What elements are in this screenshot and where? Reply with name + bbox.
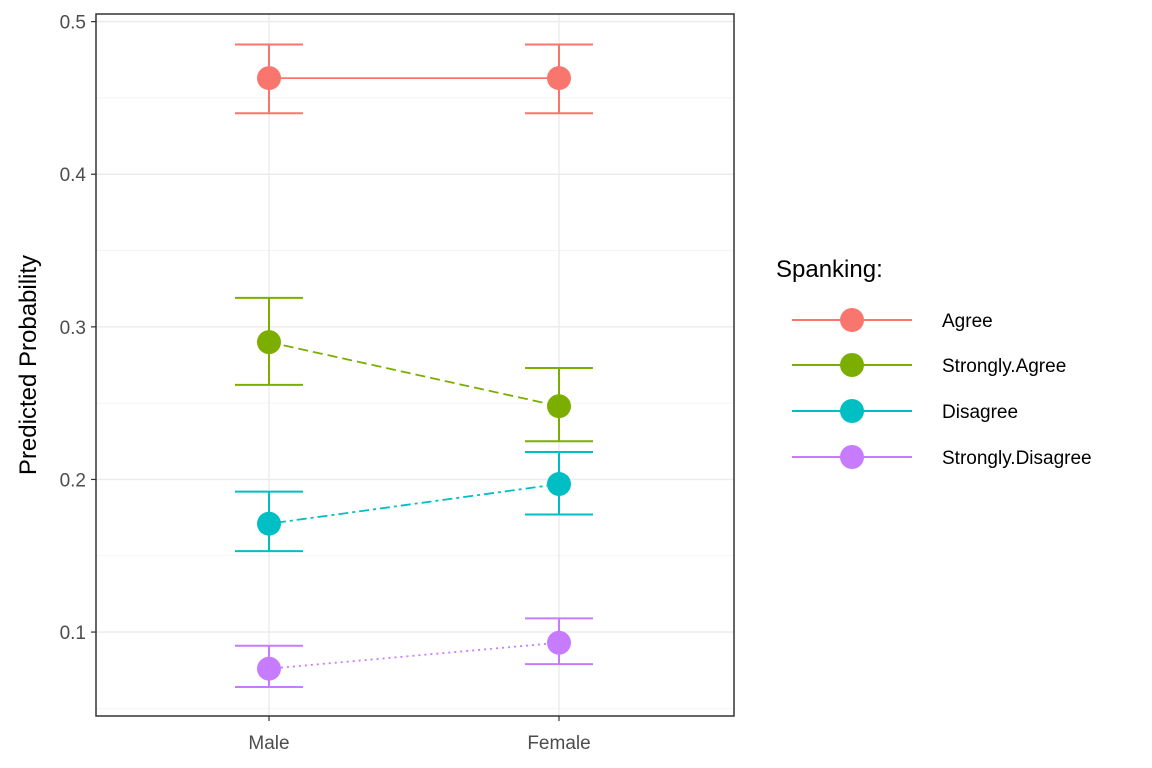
legend-item-strongly-disagree: Strongly.Disagree	[792, 445, 1092, 469]
data-point-strongly-agree	[547, 394, 571, 419]
data-point-disagree	[547, 472, 571, 497]
legend-key-point	[840, 399, 864, 423]
legend-label: Agree	[942, 311, 993, 332]
error-bars	[235, 43, 593, 689]
series-line-disagree	[268, 483, 560, 525]
data-point-strongly-disagree	[547, 630, 571, 655]
data-point-agree	[257, 66, 281, 91]
series-line-strongly-disagree	[268, 641, 560, 670]
legend-item-agree: Agree	[792, 308, 993, 332]
legend-key-point	[840, 445, 864, 469]
legend: Spanking: Agree Strongly.Agree Disagree Str…	[776, 256, 1092, 469]
data-point-disagree	[257, 511, 281, 536]
legend-key-point	[840, 308, 864, 332]
series-lines	[268, 77, 560, 670]
legend-item-disagree: Disagree	[792, 399, 1018, 423]
data-points	[257, 66, 571, 681]
legend-label: Strongly.Disagree	[942, 448, 1092, 469]
plot-panel-border	[95, 13, 735, 717]
legend-key-point	[840, 353, 864, 377]
y-tick-label: 0.1	[60, 623, 86, 644]
data-point-strongly-disagree	[257, 656, 281, 681]
y-tick-label: 0.5	[60, 13, 86, 34]
x-tick-label: Male	[248, 733, 289, 754]
y-tick-label: 0.2	[60, 470, 86, 491]
axes: 0.1 0.2 0.3 0.4 0.5 Male Female	[60, 13, 591, 754]
legend-title: Spanking:	[776, 256, 883, 283]
legend-label: Strongly.Agree	[942, 356, 1066, 377]
data-point-agree	[547, 66, 571, 91]
data-point-strongly-agree	[257, 330, 281, 355]
y-tick-label: 0.3	[60, 318, 86, 339]
x-tick-label: Female	[527, 733, 590, 754]
y-axis-title: Predicted Probability	[15, 255, 42, 475]
series-line-strongly-agree	[268, 341, 560, 408]
legend-item-strongly-agree: Strongly.Agree	[792, 353, 1066, 377]
grid	[96, 14, 734, 716]
y-tick-label: 0.4	[60, 165, 87, 186]
legend-label: Disagree	[942, 402, 1018, 423]
